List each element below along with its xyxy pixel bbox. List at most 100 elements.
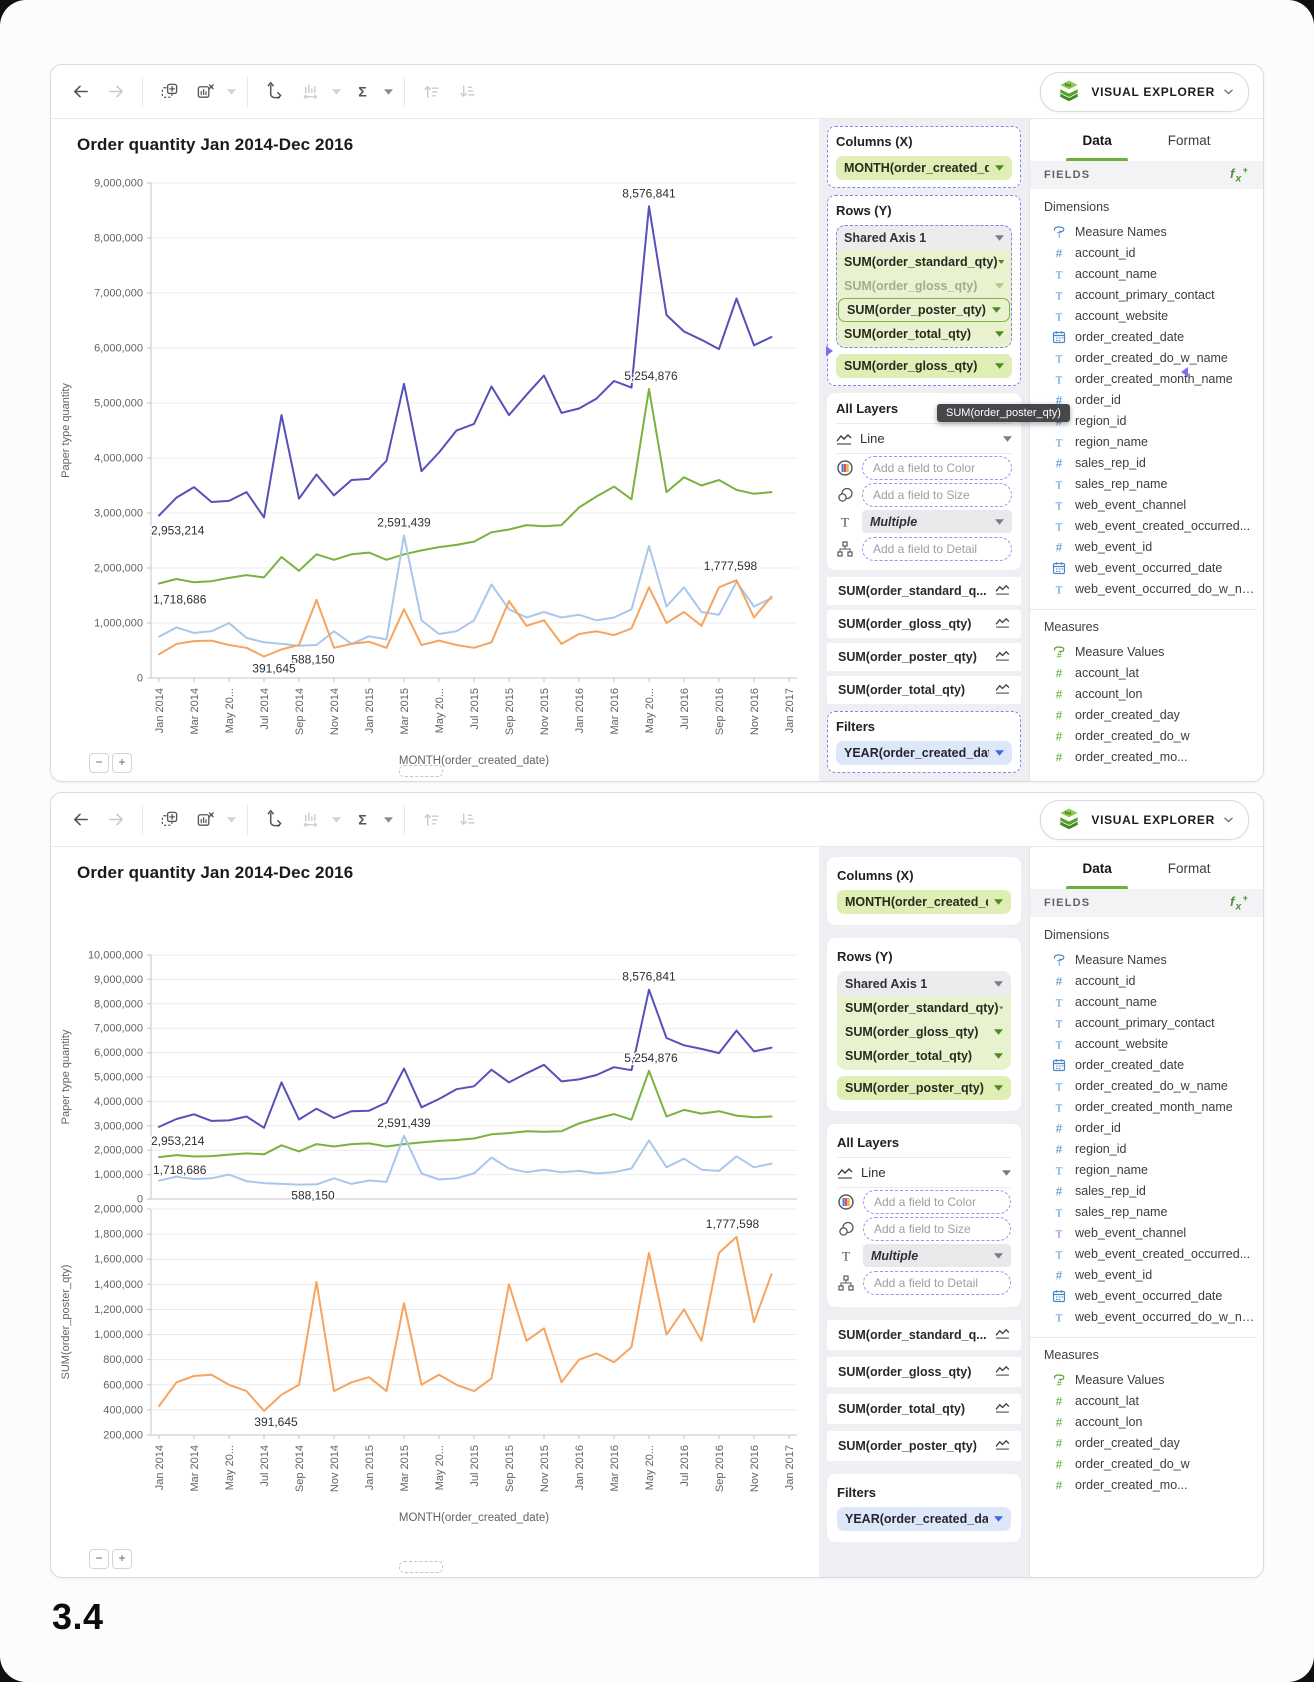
- chevron-down-icon[interactable]: [994, 980, 1003, 987]
- tab-data[interactable]: Data: [1066, 119, 1129, 161]
- resize-bars-button[interactable]: [295, 77, 325, 107]
- chevron-down-icon[interactable]: [994, 1252, 1003, 1259]
- visual-explorer-menu-button[interactable]: VISUAL EXPLORER: [1040, 71, 1249, 112]
- field-item-measure-values[interactable]: # Measure Values: [1044, 641, 1257, 662]
- field-item-web-event-occurred-date[interactable]: web_event_occurred_date: [1044, 1285, 1257, 1306]
- chevron-down-icon[interactable]: [998, 1005, 1004, 1011]
- field-item-sales-rep-id[interactable]: # sales_rep_id: [1044, 1180, 1257, 1201]
- filter-pill-year[interactable]: YEAR(order_created_date): [837, 1507, 1011, 1531]
- field-item-measure-names[interactable]: T Measure Names: [1044, 949, 1257, 970]
- horizontal-scrollbar[interactable]: [399, 765, 443, 777]
- horizontal-scrollbar[interactable]: [399, 1561, 443, 1573]
- shared-axis-pill[interactable]: SUM(order_standard_qty): [836, 250, 1012, 274]
- layer-row[interactable]: SUM(order_standard_q...: [827, 1320, 1021, 1350]
- color-field-dropzone[interactable]: Add a field to Color: [863, 1189, 1011, 1214]
- duplicate-visual-button[interactable]: [154, 77, 184, 107]
- field-item-order-id[interactable]: # order_id: [1044, 389, 1257, 410]
- field-item-sales-rep-id[interactable]: # sales_rep_id: [1044, 452, 1257, 473]
- swap-axes-button[interactable]: [259, 77, 289, 107]
- field-item-order-created-mo-[interactable]: # order_created_mo...: [1044, 746, 1257, 767]
- field-item-web-event-id[interactable]: # web_event_id: [1044, 536, 1257, 557]
- shared-axis-pill[interactable]: SUM(order_poster_qty): [838, 298, 1010, 322]
- add-calculated-field-icon[interactable]: fx+: [1230, 165, 1249, 185]
- sort-descending-button[interactable]: [452, 77, 482, 107]
- shared-axis-pill[interactable]: SUM(order_standard_qty): [837, 996, 1011, 1020]
- layer-row[interactable]: SUM(order_gloss_qty): [827, 1357, 1021, 1387]
- chevron-down-icon[interactable]: [997, 259, 1005, 265]
- filter-pill-year[interactable]: YEAR(order_created_date): [836, 741, 1012, 765]
- field-item-order-created-date[interactable]: order_created_date: [1044, 1054, 1257, 1075]
- field-item-measure-names[interactable]: T Measure Names: [1044, 221, 1257, 242]
- chevron-down-icon[interactable]: [227, 88, 236, 95]
- tab-format[interactable]: Format: [1167, 860, 1211, 876]
- forward-arrow-button[interactable]: [101, 77, 131, 107]
- rows-pill-outside[interactable]: SUM(order_poster_qty): [837, 1076, 1011, 1100]
- chevron-down-icon[interactable]: [994, 1053, 1003, 1059]
- layer-type-select[interactable]: Line: [836, 424, 1012, 454]
- sigma-aggregate-button[interactable]: Σ: [347, 805, 377, 835]
- field-item-order-created-mo-[interactable]: # order_created_mo...: [1044, 1474, 1257, 1495]
- visual-explorer-menu-button[interactable]: VISUAL EXPLORER: [1040, 799, 1249, 840]
- shared-axis-pill[interactable]: SUM(order_gloss_qty): [837, 1020, 1011, 1044]
- detail-field-dropzone[interactable]: Add a field to Detail: [863, 1270, 1011, 1295]
- remove-visual-button[interactable]: [190, 805, 220, 835]
- sigma-aggregate-button[interactable]: Σ: [347, 77, 377, 107]
- layer-row[interactable]: SUM(order_poster_qty): [827, 643, 1021, 671]
- field-item-account-id[interactable]: # account_id: [1044, 242, 1257, 263]
- sort-ascending-button[interactable]: [416, 805, 446, 835]
- size-field-dropzone[interactable]: Add a field to Size: [862, 482, 1012, 507]
- back-arrow-button[interactable]: [65, 77, 95, 107]
- chevron-down-icon[interactable]: [1003, 435, 1012, 442]
- field-item-region-id[interactable]: #region_id: [1044, 410, 1257, 431]
- layer-row[interactable]: SUM(order_total_qty): [827, 676, 1021, 704]
- field-item-order-created-day[interactable]: # order_created_day: [1044, 1432, 1257, 1453]
- chevron-down-icon[interactable]: [994, 1516, 1003, 1522]
- zoom-out-button[interactable]: −: [89, 1549, 109, 1569]
- chevron-down-icon[interactable]: [995, 363, 1004, 369]
- text-field-select[interactable]: Multiple: [863, 1244, 1011, 1267]
- zoom-in-button[interactable]: +: [112, 1549, 132, 1569]
- chevron-down-icon[interactable]: [994, 899, 1003, 905]
- chevron-down-icon[interactable]: [992, 307, 1001, 313]
- chevron-down-icon[interactable]: [1002, 1169, 1011, 1176]
- zoom-out-button[interactable]: −: [89, 753, 109, 773]
- field-item-account-id[interactable]: # account_id: [1044, 970, 1257, 991]
- layer-row[interactable]: SUM(order_gloss_qty): [827, 610, 1021, 638]
- field-item-region-id[interactable]: #region_id: [1044, 1138, 1257, 1159]
- chevron-down-icon[interactable]: [994, 1085, 1003, 1091]
- chevron-down-icon[interactable]: [332, 88, 341, 95]
- field-item-order-created-do-w[interactable]: # order_created_do_w: [1044, 725, 1257, 746]
- duplicate-visual-button[interactable]: [154, 805, 184, 835]
- sort-descending-button[interactable]: [452, 805, 482, 835]
- chevron-down-icon[interactable]: [384, 816, 393, 823]
- rows-pill-outside[interactable]: SUM(order_gloss_qty): [836, 354, 1012, 378]
- resize-bars-button[interactable]: [295, 805, 325, 835]
- field-item-web-event-occurred-date[interactable]: web_event_occurred_date: [1044, 557, 1257, 578]
- chevron-down-icon[interactable]: [995, 165, 1004, 171]
- chevron-down-icon[interactable]: [994, 1029, 1003, 1035]
- chevron-down-icon[interactable]: [227, 816, 236, 823]
- tab-format[interactable]: Format: [1167, 132, 1211, 148]
- chevron-down-icon[interactable]: [995, 234, 1004, 241]
- layer-row[interactable]: SUM(order_total_qty): [827, 1394, 1021, 1424]
- field-item-order-created-date[interactable]: order_created_date: [1044, 326, 1257, 347]
- chevron-down-icon[interactable]: [995, 331, 1004, 337]
- add-calculated-field-icon[interactable]: fx+: [1230, 893, 1249, 913]
- chevron-down-icon[interactable]: [995, 283, 1004, 289]
